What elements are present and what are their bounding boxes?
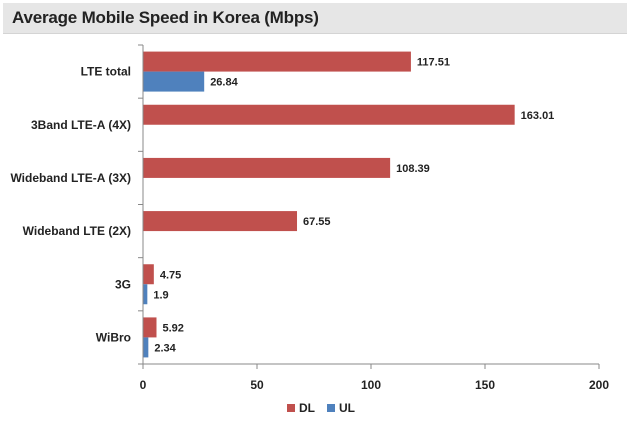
legend-label: UL xyxy=(339,401,355,415)
category-label: 3G xyxy=(115,277,131,291)
data-label: 26.84 xyxy=(210,77,238,89)
bar-dl xyxy=(143,104,515,125)
data-label: 2.34 xyxy=(154,342,176,354)
category-label: WiBro xyxy=(96,330,131,344)
category-label: LTE total xyxy=(81,65,131,79)
data-label: 117.51 xyxy=(417,57,450,69)
legend-swatch-dl xyxy=(287,404,295,412)
bar-dl xyxy=(143,211,298,232)
data-label: 4.75 xyxy=(160,269,181,281)
chart-title-bar: Average Mobile Speed in Korea (Mbps) xyxy=(3,3,627,34)
category-label: 3Band LTE-A (4X) xyxy=(31,118,131,132)
bar-dl xyxy=(143,157,391,178)
x-tick-label: 100 xyxy=(361,378,381,392)
category-label: Wideband LTE-A (3X) xyxy=(10,171,131,185)
chart-title: Average Mobile Speed in Korea (Mbps) xyxy=(12,8,319,27)
data-label: 5.92 xyxy=(162,322,183,334)
data-label: 163.01 xyxy=(521,110,555,122)
data-label: 1.9 xyxy=(153,289,168,301)
bar-dl xyxy=(143,317,157,338)
bar-ul xyxy=(143,284,148,305)
x-tick-label: 200 xyxy=(589,378,609,392)
bar-dl xyxy=(143,264,154,285)
x-tick-label: 150 xyxy=(475,378,495,392)
legend-label: DL xyxy=(299,401,315,415)
bar-ul xyxy=(143,337,149,358)
category-label: Wideband LTE (2X) xyxy=(23,224,131,238)
legend-swatch-ul xyxy=(327,404,335,412)
x-tick-label: 50 xyxy=(250,378,264,392)
data-label: 108.39 xyxy=(396,163,430,175)
bar-dl xyxy=(143,51,411,72)
bar-ul xyxy=(143,71,205,92)
x-tick-label: 0 xyxy=(140,378,147,392)
data-label: 67.55 xyxy=(303,216,331,228)
